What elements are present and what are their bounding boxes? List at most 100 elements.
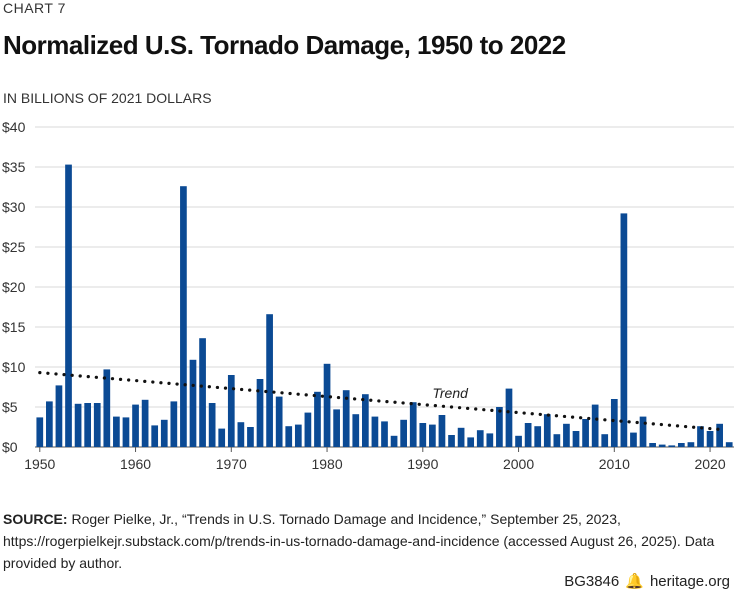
bar [534, 426, 542, 447]
bar [247, 427, 254, 447]
bar [36, 417, 44, 447]
y-tick-label: $40 [2, 119, 26, 135]
x-tick-label: 1970 [216, 456, 247, 472]
bar [151, 425, 159, 447]
bar [677, 443, 685, 447]
bar [55, 385, 63, 447]
chart-title: Normalized U.S. Tornado Damage, 1950 to … [3, 30, 566, 60]
y-axis-ticks: $0 $5 $10 $15 $20 $25 $30 $35 $40 [2, 119, 26, 455]
bar [448, 435, 455, 447]
bar [668, 445, 676, 447]
x-axis-ticks: 1950 1960 1970 1980 1990 2000 2010 2020 [24, 447, 726, 472]
bar [591, 404, 599, 447]
bar [400, 419, 408, 447]
bar-chart: $0 $5 $10 $15 $20 $25 $30 $35 $40 Trend 1950 1960… [2, 119, 734, 472]
y-tick-label: $30 [2, 199, 26, 215]
bar [496, 407, 503, 447]
bar [74, 403, 82, 447]
bar [113, 416, 120, 447]
bar [505, 388, 513, 447]
y-tick-label: $15 [2, 319, 26, 335]
bar [352, 414, 360, 447]
source-text: Roger Pielke, Jr., “Trends in U.S. Torna… [3, 511, 715, 571]
bar [706, 431, 714, 447]
y-tick-label: $35 [2, 159, 26, 175]
bar [294, 424, 302, 447]
bar [218, 428, 226, 447]
bar [572, 431, 580, 447]
bar [227, 375, 235, 447]
bar [189, 359, 197, 447]
bar [697, 426, 704, 447]
bar [630, 432, 637, 447]
source-label: SOURCE: [3, 511, 68, 527]
bar [429, 424, 436, 447]
bar [122, 417, 130, 447]
bar [275, 396, 283, 447]
source-note: SOURCE: Roger Pielke, Jr., “Trends in U.… [3, 508, 731, 574]
bar [285, 426, 293, 447]
bar [524, 423, 532, 447]
bar [457, 427, 465, 447]
bar [65, 164, 72, 447]
bar [467, 437, 475, 447]
bar [563, 423, 570, 447]
x-tick-label: 1980 [311, 456, 342, 472]
bar [381, 421, 388, 447]
y-tick-label: $5 [2, 399, 18, 415]
bar [553, 434, 561, 447]
bar [333, 409, 340, 447]
bar [342, 390, 350, 447]
bar [323, 363, 331, 447]
bar [160, 419, 168, 447]
bar [93, 403, 101, 447]
x-tick-label: 2000 [503, 456, 534, 472]
bar [601, 434, 609, 447]
bar [46, 401, 53, 447]
bar [476, 430, 484, 447]
bars [36, 164, 733, 447]
bar [361, 394, 369, 447]
bar [649, 443, 656, 447]
y-tick-label: $10 [2, 359, 26, 375]
bar [132, 404, 139, 447]
bar [170, 401, 178, 447]
bar [486, 433, 494, 447]
bar [409, 402, 417, 447]
x-tick-label: 1990 [407, 456, 438, 472]
footer: BG3846 🔔 heritage.org [564, 572, 730, 590]
bar [390, 435, 398, 447]
bar [438, 415, 446, 447]
x-tick-label: 1950 [24, 456, 55, 472]
bar [304, 412, 312, 447]
bar [199, 338, 206, 447]
bar [725, 442, 733, 447]
bar [716, 423, 723, 447]
bar [371, 416, 379, 447]
bar [639, 416, 647, 447]
bar [687, 442, 695, 447]
x-tick-label: 2010 [599, 456, 630, 472]
liberty-bell-icon: 🔔 [625, 573, 644, 590]
gridlines [35, 126, 734, 448]
chart-number: CHART 7 [3, 0, 66, 16]
y-tick-label: $0 [2, 439, 18, 455]
bar [208, 403, 216, 447]
bar [84, 403, 92, 447]
bar [658, 444, 666, 447]
x-tick-label: 1960 [120, 456, 151, 472]
report-code: BG3846 [564, 573, 620, 590]
bar [180, 186, 187, 447]
bar [141, 399, 149, 447]
y-axis-unit-label: IN BILLIONS OF 2021 DOLLARS [3, 90, 212, 106]
site-link[interactable]: heritage.org [649, 573, 730, 590]
trend-label: Trend [432, 385, 469, 401]
bar [610, 399, 618, 447]
trend-line: Trend [38, 371, 722, 431]
bar [256, 379, 264, 447]
bar [237, 422, 245, 447]
bar [266, 314, 273, 447]
x-tick-label: 2020 [694, 456, 725, 472]
bar [419, 423, 427, 447]
bar [582, 419, 589, 447]
